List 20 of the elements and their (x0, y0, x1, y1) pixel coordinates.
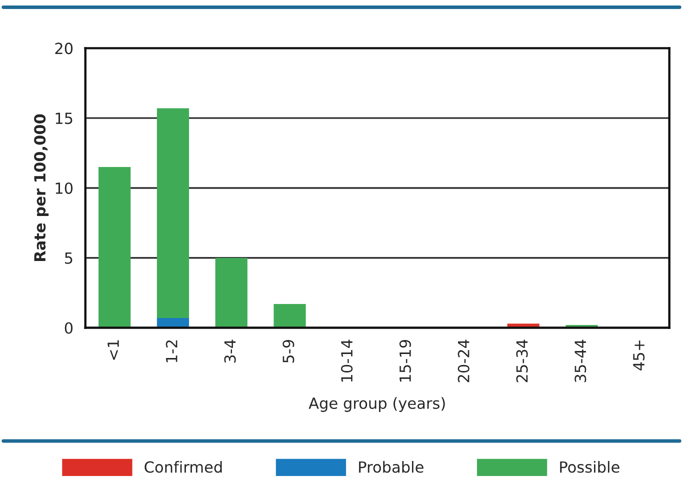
y-tick-label: 0 (64, 322, 73, 334)
y-axis-title: Rate per 100,000 (34, 114, 49, 261)
y-tick-label: 20 (55, 42, 73, 54)
x-tick-label: 1-2 (166, 340, 178, 362)
legend-label: Confirmed (144, 460, 222, 473)
x-tick-label: 10-14 (341, 340, 353, 382)
y-tick-label: 10 (56, 182, 73, 194)
x-tick-label: 45+ (633, 340, 645, 370)
legend-label: Probable (359, 460, 424, 473)
x-tick-label: 3-4 (224, 340, 236, 363)
y-tick-label: 15 (56, 112, 72, 124)
x-axis-title: Age group (years) (308, 397, 445, 412)
x-tick-label: 5-9 (282, 340, 294, 363)
legend-label: Possible (560, 460, 620, 473)
y-tick-label: 5 (65, 252, 72, 264)
x-tick-label: 25-34 (516, 340, 528, 382)
x-tick-label: 15-19 (399, 340, 411, 382)
x-tick-label: 20-24 (458, 340, 470, 382)
x-tick-label: 35-44 (574, 340, 586, 382)
x-tick-label: <1 (108, 340, 119, 360)
